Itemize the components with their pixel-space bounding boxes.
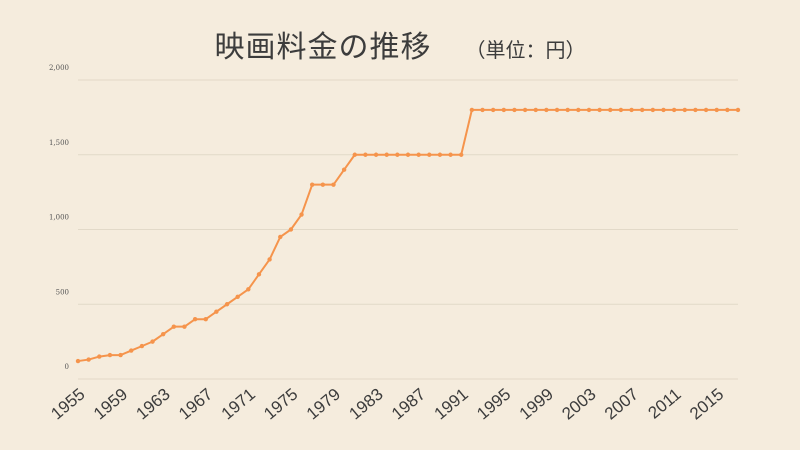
data-point xyxy=(714,107,719,113)
x-tick-label: 1959 xyxy=(90,385,131,424)
data-point xyxy=(139,343,145,349)
data-point xyxy=(459,152,464,157)
x-tick-label: 2015 xyxy=(686,385,727,424)
data-point xyxy=(576,107,581,113)
data-point xyxy=(352,152,357,157)
x-tick-label: 1991 xyxy=(431,385,472,424)
data-point xyxy=(501,107,507,113)
data-point xyxy=(544,107,549,113)
data-point xyxy=(267,257,272,262)
data-point xyxy=(661,107,666,113)
data-point xyxy=(480,107,485,113)
series-line xyxy=(77,108,738,363)
title-block: 映画料金の推移 （単位：円） xyxy=(0,22,800,66)
data-point xyxy=(320,182,326,187)
data-point xyxy=(416,152,421,157)
x-tick-label: 1971 xyxy=(218,385,259,424)
data-point xyxy=(203,317,208,322)
data-point xyxy=(512,107,517,113)
data-point xyxy=(86,357,91,362)
data-point xyxy=(522,107,528,113)
data-point xyxy=(725,107,730,113)
x-tick-label: 1967 xyxy=(175,385,216,424)
data-point xyxy=(533,107,538,113)
data-point xyxy=(565,107,570,113)
data-point xyxy=(182,324,187,329)
x-tick-label: 2011 xyxy=(644,385,684,423)
data-point xyxy=(363,152,368,157)
x-tick-label: 1995 xyxy=(473,385,514,424)
data-point xyxy=(490,107,496,113)
x-tick-label: 2003 xyxy=(558,385,599,424)
data-point xyxy=(735,107,741,113)
data-point xyxy=(341,167,347,172)
data-point xyxy=(278,234,283,240)
data-point xyxy=(150,339,155,344)
data-point xyxy=(309,182,315,187)
data-point xyxy=(554,107,560,113)
x-tick-label: 1975 xyxy=(260,385,301,424)
data-point xyxy=(671,107,677,113)
data-point xyxy=(256,272,262,277)
data-point xyxy=(384,152,389,157)
data-point xyxy=(586,107,592,113)
y-tick-label: 1,500 xyxy=(49,139,69,147)
data-point xyxy=(129,348,134,353)
data-point xyxy=(97,354,102,359)
data-point xyxy=(608,107,613,113)
x-tick-label: 1999 xyxy=(516,385,557,424)
chart-subtitle: （単位：円） xyxy=(465,38,586,62)
data-point xyxy=(373,152,379,157)
data-point xyxy=(246,287,251,292)
x-tick-label: 2007 xyxy=(601,385,642,424)
data-point xyxy=(437,152,443,157)
data-point xyxy=(224,302,230,307)
y-tick-label: 0 xyxy=(65,363,69,371)
data-point xyxy=(299,212,304,217)
data-point xyxy=(288,227,294,232)
x-tick-label: 1955 xyxy=(47,385,88,424)
data-point xyxy=(118,352,123,358)
data-point xyxy=(629,107,634,113)
data-point xyxy=(650,107,656,113)
x-tick-label: 1963 xyxy=(133,385,174,424)
chart-title: 映画料金の推移 xyxy=(214,30,432,65)
x-tick-label: 1979 xyxy=(303,385,344,424)
y-tick-label: 1,000 xyxy=(49,214,69,222)
data-point xyxy=(235,294,240,299)
data-point xyxy=(192,317,198,322)
data-point xyxy=(448,152,453,157)
data-point xyxy=(75,358,81,364)
data-point xyxy=(160,331,166,337)
data-point xyxy=(597,107,602,113)
data-point xyxy=(639,107,645,113)
data-point xyxy=(703,107,709,113)
data-point xyxy=(331,182,336,187)
data-point xyxy=(171,324,177,329)
x-tick-label: 1983 xyxy=(345,385,386,424)
data-point xyxy=(107,352,113,358)
data-point xyxy=(405,152,411,157)
y-tick-label: 500 xyxy=(56,288,69,296)
data-point xyxy=(682,107,687,113)
data-point xyxy=(427,152,432,157)
data-point xyxy=(214,309,219,314)
data-point xyxy=(395,152,400,157)
data-point xyxy=(693,107,698,113)
x-tick-label: 1987 xyxy=(388,385,429,424)
data-point xyxy=(469,107,475,113)
data-point xyxy=(618,107,624,113)
y-tick-label: 2,000 xyxy=(49,64,69,72)
